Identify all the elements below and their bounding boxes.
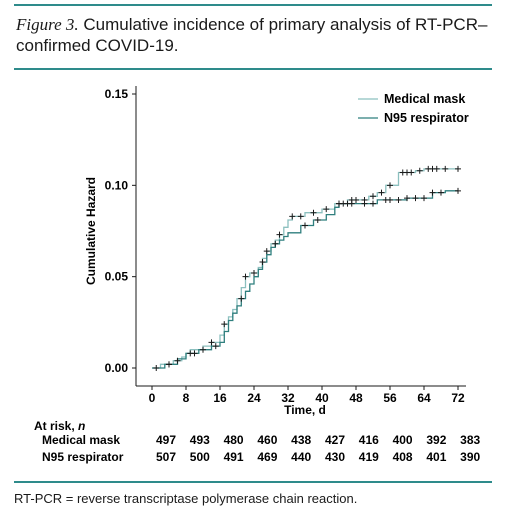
n95-respirator-censor-mark — [412, 195, 419, 202]
x-tick-label: 48 — [349, 391, 363, 405]
n95-respirator-censor-mark — [429, 189, 436, 196]
x-tick-label: 72 — [451, 391, 465, 405]
y-tick-label: 0.10 — [105, 178, 129, 192]
at-risk-value: 440 — [291, 450, 311, 464]
y-tick-label: 0.00 — [105, 361, 129, 375]
n95-respirator-series-line — [152, 190, 458, 369]
medical-mask-censor-mark — [353, 196, 359, 203]
medical-mask-censor-mark — [251, 270, 257, 277]
at-risk-value: 507 — [156, 450, 176, 464]
at-risk-value: 419 — [359, 450, 379, 464]
at-risk-value: 400 — [393, 433, 413, 447]
y-axis-label: Cumulative Hazard — [84, 177, 98, 285]
medical-mask-censor-mark — [378, 189, 385, 196]
caption-rule — [14, 68, 492, 70]
at-risk-value: 438 — [291, 433, 311, 447]
n95-respirator-legend-label: N95 respirator — [384, 111, 469, 125]
x-axis-label: Time, d — [284, 403, 326, 417]
n95-respirator-censor-mark — [421, 195, 427, 202]
n95-respirator-censor-mark — [166, 361, 172, 368]
caption-text: Cumulative incidence of primary analysis… — [16, 15, 488, 55]
n95-respirator-censor-mark — [272, 240, 279, 247]
at-risk-value: 390 — [460, 450, 480, 464]
top-rule — [14, 4, 492, 6]
at-risk-value: 500 — [190, 450, 210, 464]
at-risk-value: 430 — [325, 450, 345, 464]
at-risk-value: 480 — [224, 433, 244, 447]
n95-respirator-censor-mark — [200, 346, 206, 353]
medical-mask-censor-mark — [433, 165, 440, 172]
medical-mask-censor-mark — [208, 339, 215, 346]
medical-mask-censor-mark — [289, 213, 296, 220]
n95-respirator-censor-mark — [212, 343, 219, 350]
medical-mask-censor-mark — [263, 248, 270, 255]
medical-mask-censor-mark — [174, 357, 181, 364]
at-risk-value: 392 — [426, 433, 446, 447]
medical-mask-censor-mark — [370, 193, 376, 200]
medical-mask-series-line — [152, 168, 458, 369]
n95-respirator-censor-mark — [348, 200, 355, 207]
n95-respirator-censor-mark — [361, 200, 368, 207]
at-risk-value: 401 — [426, 450, 446, 464]
cumulative-hazard-chart: 0.00 0.05 0.10 0.15 0 8 16 24 32 40 48 56 64 72 Cumula… — [34, 86, 481, 464]
n95-respirator-censor-mark — [314, 217, 321, 224]
at-risk-value: 491 — [224, 450, 244, 464]
x-tick-label: 24 — [247, 391, 261, 405]
n95-respirator-censor-mark — [259, 259, 266, 266]
medical-mask-censor-mark — [153, 365, 160, 371]
x-tick-label: 56 — [383, 391, 397, 405]
x-tick-label: 16 — [213, 391, 227, 405]
x-tick-label: 8 — [183, 391, 190, 405]
medical-mask-censor-mark — [276, 231, 283, 238]
n95-respirator-censor-mark — [455, 187, 461, 194]
medical-mask-censor-mark — [387, 182, 393, 189]
at-risk-value: 383 — [460, 433, 480, 447]
y-tick-label: 0.05 — [105, 270, 129, 284]
at-risk-value: 460 — [257, 433, 277, 447]
n95-respirator-censor-mark — [187, 350, 194, 357]
at-risk-value: 416 — [359, 433, 379, 447]
figure-label: Figure 3. — [16, 15, 79, 34]
at-risk-row-label: Medical mask — [42, 433, 120, 447]
medical-mask-censor-mark — [416, 167, 423, 174]
figure-caption: Figure 3. Cumulative incidence of primar… — [16, 14, 496, 56]
at-risk-value: 408 — [393, 450, 413, 464]
bottom-rule — [14, 481, 492, 483]
n95-respirator-censor-mark — [238, 295, 245, 302]
medical-mask-censor-mark — [221, 321, 228, 328]
n95-respirator-censor-mark — [387, 196, 393, 203]
medical-mask-censor-mark — [242, 273, 249, 280]
medical-mask-legend-label: Medical mask — [384, 92, 465, 106]
at-risk-title: At risk, n — [34, 419, 85, 433]
x-tick-label: 40 — [315, 391, 329, 405]
at-risk-value: 427 — [325, 433, 345, 447]
n95-respirator-censor-mark — [302, 222, 308, 229]
y-tick-label: 0.15 — [105, 87, 129, 101]
at-risk-value: 469 — [257, 450, 277, 464]
x-tick-label: 64 — [417, 391, 431, 405]
x-tick-label: 0 — [149, 391, 156, 405]
n95-respirator-censor-mark — [370, 200, 376, 207]
at-risk-value: 493 — [190, 433, 210, 447]
n95-respirator-censor-mark — [438, 189, 444, 196]
n95-respirator-censor-mark — [395, 196, 402, 203]
medical-mask-censor-mark — [310, 209, 317, 216]
medical-mask-censor-mark — [297, 213, 304, 220]
x-tick-label: 32 — [281, 391, 295, 405]
medical-mask-censor-mark — [408, 169, 415, 176]
medical-mask-censor-mark — [455, 165, 461, 172]
at-risk-value: 497 — [156, 433, 176, 447]
medical-mask-censor-mark — [442, 165, 449, 172]
at-risk-row-label: N95 respirator — [42, 450, 124, 464]
n95-respirator-censor-mark — [404, 195, 410, 202]
footnote: RT-PCR = reverse transcriptase polymeras… — [14, 491, 358, 506]
medical-mask-censor-mark — [323, 206, 330, 213]
